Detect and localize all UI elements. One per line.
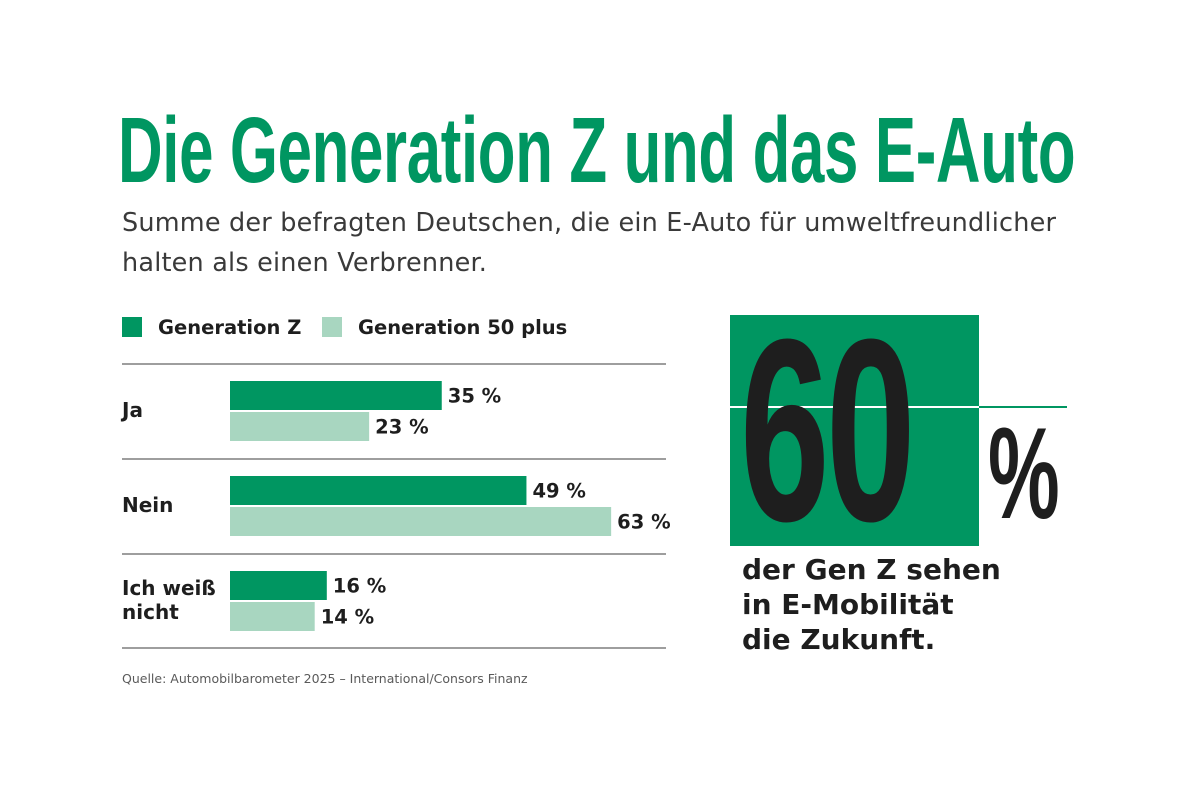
category-label-ja: Ja [120, 398, 143, 422]
legend-swatch-generation-50-plus [322, 317, 342, 337]
legend-label-generation-z: Generation Z [158, 315, 302, 339]
callout-rule-outer [979, 406, 1067, 408]
callout-caption-line-2: in E-Mobilität [742, 588, 954, 621]
category-label-ich-weiss-nicht: Ich weiß nicht [122, 576, 216, 624]
callout-caption-line-3: die Zukunft. [742, 623, 936, 656]
callout-caption: der Gen Z sehen in E-Mobilität die Zukun… [742, 552, 1001, 657]
bar-value-label-ja-generation-z: 35 % [448, 385, 501, 408]
bar-value-label-nein-generation-50-plus: 63 % [617, 511, 670, 534]
bar-ich-weiss-nicht-generation-50-plus [230, 602, 315, 631]
bar-ich-weiss-nicht-generation-z [230, 571, 327, 600]
bar-value-label-ja-generation-50-plus: 23 % [375, 416, 428, 439]
bar-ja-generation-z [230, 381, 442, 410]
callout-number: 60 [740, 286, 916, 576]
callout-rule-inner [730, 406, 979, 408]
callout-box [730, 315, 979, 546]
callout-caption-line-1: der Gen Z sehen [742, 553, 1001, 586]
bar-ja-generation-50-plus [230, 412, 370, 441]
legend-label-generation-50-plus: Generation 50 plus [358, 315, 568, 339]
source-note: Quelle: Automobilbarometer 2025 – Intern… [122, 671, 528, 686]
bar-value-label-ich-weiss-nicht-generation-z: 16 % [333, 575, 386, 598]
legend-item-generation-z: Generation Z [122, 314, 301, 340]
bar-nein-generation-z [230, 476, 527, 505]
bar-value-label-nein-generation-z: 49 % [532, 480, 585, 503]
category-label-nein: Nein [122, 493, 173, 517]
callout-percent-sign: % [988, 400, 1060, 546]
legend-item-generation-50-plus: Generation 50 plus [322, 314, 567, 340]
chart-subtitle: Summe der befragten Deutschen, die ein E… [122, 208, 1057, 278]
bar-value-label-ich-weiss-nicht-generation-50-plus: 14 % [321, 606, 374, 629]
bar-nein-generation-50-plus [230, 507, 612, 536]
legend-swatch-generation-z [122, 317, 142, 337]
